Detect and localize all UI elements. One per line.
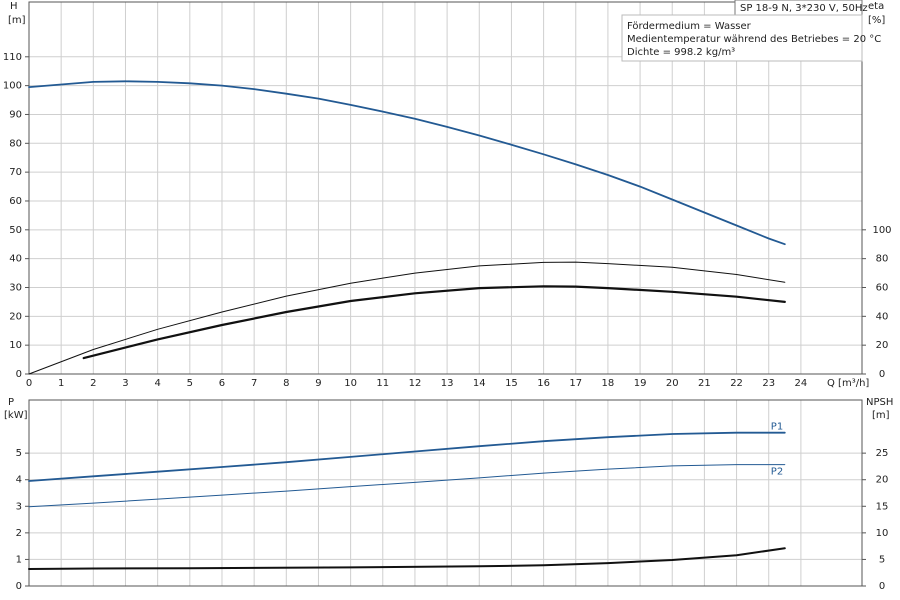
x-tick-label: 13 — [441, 378, 454, 389]
x-tick-label: 11 — [376, 378, 389, 389]
x-tick-label: 15 — [505, 378, 518, 389]
y-tick-label: 10 — [9, 340, 22, 351]
plot-frame — [28, 1, 863, 375]
series-label: P1 — [771, 422, 783, 433]
x-tick-label: 4 — [154, 378, 160, 389]
x-tick-label: 6 — [219, 378, 225, 389]
y2-tick-label: 15 — [876, 501, 889, 512]
y-tick-label: 40 — [9, 254, 22, 265]
y-tick-label: 1 — [16, 554, 22, 565]
y-tick-label: 3 — [16, 501, 22, 512]
y-tick-label: 2 — [16, 528, 22, 539]
curve — [28, 431, 786, 482]
y2-axis-label: NPSH — [866, 397, 893, 408]
x-tick-label: 22 — [730, 378, 743, 389]
x-axis-label: Q [m³/h] — [827, 378, 869, 389]
y2-tick-label: 0 — [879, 369, 885, 380]
y2-tick-label: 20 — [876, 340, 889, 351]
x-tick-label: 7 — [251, 378, 257, 389]
info-line: Dichte = 998.2 kg/m³ — [627, 47, 735, 58]
x-tick-label: 16 — [537, 378, 550, 389]
y-tick-label: 30 — [9, 282, 22, 293]
y-tick-label: 90 — [9, 109, 22, 120]
y2-tick-label: 5 — [879, 554, 885, 565]
x-tick-label: 12 — [409, 378, 422, 389]
y2-axis-unit: [%] — [868, 15, 885, 26]
series-label: P2 — [771, 467, 783, 478]
curve — [28, 80, 786, 246]
y-axis-unit: [m] — [8, 15, 26, 26]
y2-tick-label: 0 — [879, 581, 885, 592]
y-tick-label: 0 — [16, 581, 22, 592]
info-line: Medientemperatur während des Betriebes =… — [627, 34, 881, 45]
y-tick-label: 4 — [16, 475, 22, 486]
chart-title: SP 18-9 N, 3*230 V, 50Hz — [740, 3, 868, 14]
y-axis-label: H — [10, 1, 18, 12]
curve — [82, 285, 786, 360]
x-tick-label: 19 — [634, 378, 647, 389]
x-tick-label: 21 — [698, 378, 711, 389]
x-tick-label: 8 — [283, 378, 289, 389]
y2-tick-label: 20 — [876, 475, 889, 486]
x-tick-label: 1 — [58, 378, 64, 389]
x-tick-label: 9 — [315, 378, 321, 389]
y-tick-label: 60 — [9, 196, 22, 207]
y2-axis-label: eta — [868, 1, 884, 12]
y2-tick-label: 10 — [876, 528, 889, 539]
y2-tick-label: 40 — [876, 311, 889, 322]
x-tick-label: 5 — [187, 378, 193, 389]
curve — [28, 261, 786, 375]
x-tick-label: 10 — [344, 378, 357, 389]
x-tick-label: 2 — [90, 378, 96, 389]
x-tick-label: 23 — [762, 378, 775, 389]
x-tick-label: 3 — [122, 378, 128, 389]
x-tick-label: 17 — [569, 378, 582, 389]
y2-tick-label: 100 — [872, 225, 891, 236]
y2-tick-label: 80 — [876, 254, 889, 265]
y-tick-label: 100 — [3, 81, 22, 92]
y-tick-label: 110 — [3, 52, 22, 63]
x-tick-label: 20 — [666, 378, 679, 389]
y-tick-label: 50 — [9, 225, 22, 236]
x-tick-label: 14 — [473, 378, 486, 389]
y2-axis-unit: [m] — [872, 410, 890, 421]
y-axis-unit: [kW] — [4, 410, 28, 421]
info-line: Fördermedium = Wasser — [627, 21, 752, 32]
x-tick-label: 24 — [795, 378, 808, 389]
y-tick-label: 80 — [9, 138, 22, 149]
y-tick-label: 0 — [16, 369, 22, 380]
y-axis-label: P — [8, 397, 14, 408]
x-tick-label: 18 — [602, 378, 615, 389]
x-tick-label: 0 — [26, 378, 32, 389]
y-tick-label: 5 — [16, 448, 22, 459]
curve — [28, 547, 786, 570]
y2-tick-label: 60 — [876, 282, 889, 293]
y-tick-label: 20 — [9, 311, 22, 322]
info-box — [621, 14, 863, 62]
y2-tick-label: 25 — [876, 448, 889, 459]
y-tick-label: 70 — [9, 167, 22, 178]
curve — [28, 464, 786, 508]
plot-frame — [28, 399, 863, 587]
